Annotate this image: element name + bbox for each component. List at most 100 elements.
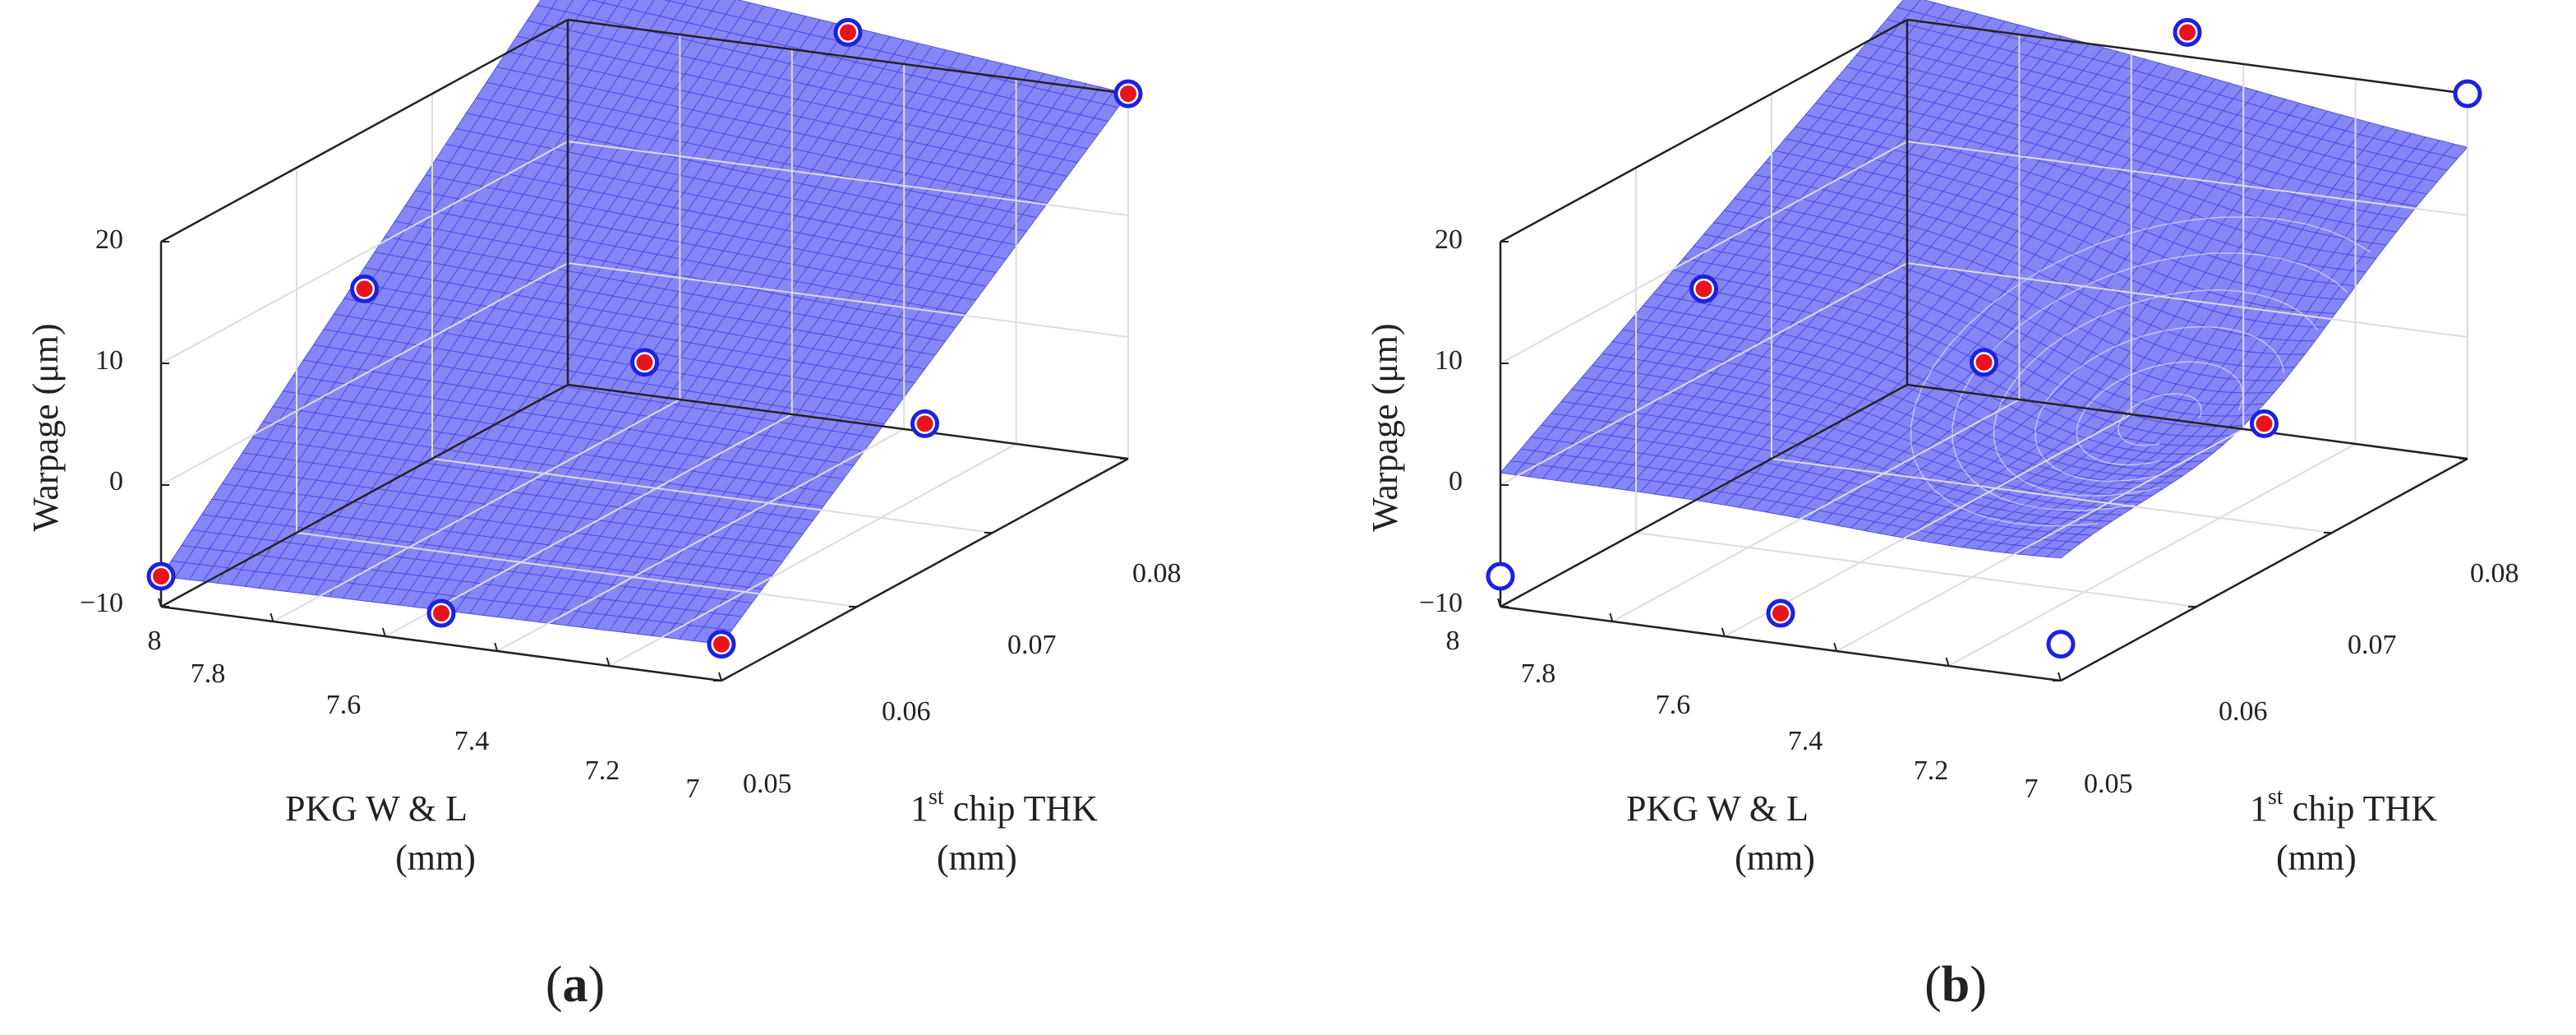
excluded-data-point [2453,79,2482,109]
x-tick-label: 7.4 [454,726,490,756]
panel-label-a: (a) [546,957,605,1013]
y-tick-label: 0.05 [743,769,792,799]
surface-contour [2117,393,2202,446]
panel-letter-a: a [563,957,588,1013]
grid-line [609,443,1017,667]
y-axis-label-rest: chip THK [944,788,1099,829]
data-point [910,409,939,438]
x-tick-label: 8 [148,626,162,656]
z-tick-label: 0 [109,466,123,497]
y-axis-label-number: 1 [910,788,929,829]
data-point [630,348,659,377]
y-tick-label: 0.06 [882,696,931,727]
marker-ring [1486,561,1515,591]
z-tick-label: 20 [95,224,123,255]
grid-line [1635,532,2197,608]
x-tick-mark [1945,657,1950,667]
marker-fill [1120,85,1136,102]
data-point [350,274,379,303]
x-tick-label: 7 [2025,774,2039,804]
grid-line [1771,458,2333,534]
marker-fill [433,605,449,621]
x-tick-label: 7.8 [1521,658,1556,689]
y-axis-label-number: 1 [2250,788,2268,829]
marker-fill [713,635,730,653]
panel-b: 20 10 0 −10 8 7.8 7.6 7.4 7.2 7 0.05 0.0… [1365,0,2519,1013]
z-tick-label: −10 [80,588,123,618]
data-point [1113,79,1143,109]
grid-line [431,458,993,534]
marker-fill [636,353,653,371]
axis-box-edge [1500,605,2062,682]
x-tick-mark [1833,642,1838,652]
marker-fill [153,568,169,584]
panel-a: 20 10 0 −10 8 7.8 7.6 7.4 7.2 7 0.05 0.0… [25,0,1182,1013]
data-point [1689,274,1718,303]
surface-contour [2076,361,2244,466]
x-tick-mark [158,598,162,608]
y-axis-label-line1: 1st chip THK [910,784,1098,829]
x-tick-label: 7.6 [1656,690,1691,720]
axis-box-edge [160,383,569,608]
z-tick-label: 20 [1435,224,1463,255]
y-axis-label-rest: chip THK [2283,788,2438,829]
data-point [146,561,176,591]
excluded-data-point [2046,630,2076,659]
x-tick-label: 8 [1446,626,1460,656]
x-axis-label-line1: PKG W & L [1626,788,1809,829]
panel-letter-b: b [1942,957,1970,1013]
x-tick-mark [606,657,611,667]
grid-line [1906,141,2468,216]
marker-fill [916,415,933,432]
data-points-b [1486,17,2482,659]
axis-box-edge [2060,457,2468,682]
y-axis-label-line1: 1st chip THK [2250,784,2437,829]
grid-line [567,141,1129,216]
data-point [1970,348,1998,377]
x-tick-mark [494,642,499,652]
axis-box-edge [1906,383,2468,460]
x-tick-mark [1721,627,1726,637]
x-tick-mark [381,627,386,637]
y-axis-label-line2: (mm) [2276,838,2357,878]
grid-line [1611,399,2020,622]
axes-box-a [158,18,1129,682]
grid-line [296,532,858,608]
x-tick-label: 7.6 [326,690,362,720]
data-point [1766,598,1795,628]
grid-line [1906,262,2468,338]
surface-contour [1910,216,2371,527]
grid-line [160,262,569,486]
grid-line [385,414,793,637]
y-axis-label-sup: st [929,784,944,810]
y-tick-label: 0.08 [2470,558,2519,589]
fitted-surface-b [1500,0,2468,559]
axis-box-edge [567,18,1129,95]
panel-label-b: (b) [1924,957,1987,1013]
x-tick-label: 7.4 [1788,726,1823,756]
z-axis-label: Warpage (μm) [25,323,66,531]
axis-box-edge [160,605,722,682]
y-axis-label-sup: st [2268,784,2283,810]
x-axis-label-line2: (mm) [1735,838,1815,878]
grid-line [567,262,1129,338]
marker-fill [1975,353,1993,371]
y-tick-label: 0.05 [2084,769,2133,799]
marker-fill [2179,24,2196,41]
surface-cell [2045,548,2072,559]
x-tick-mark [718,672,722,682]
marker-fill [356,280,373,298]
data-point [2173,17,2202,47]
axes-box-b [1497,18,2468,682]
z-tick-label: 10 [1435,345,1463,376]
x-tick-label: 7.2 [585,755,620,786]
marker-ring [2046,630,2076,659]
marker-fill [1772,605,1789,621]
marker-ring [2453,79,2482,109]
data-points-a [146,17,1143,659]
grid-line [160,141,569,364]
x-tick-mark [2058,672,2062,682]
y-axis-label-line2: (mm) [937,838,1017,878]
axis-box-edge [1906,18,2468,95]
